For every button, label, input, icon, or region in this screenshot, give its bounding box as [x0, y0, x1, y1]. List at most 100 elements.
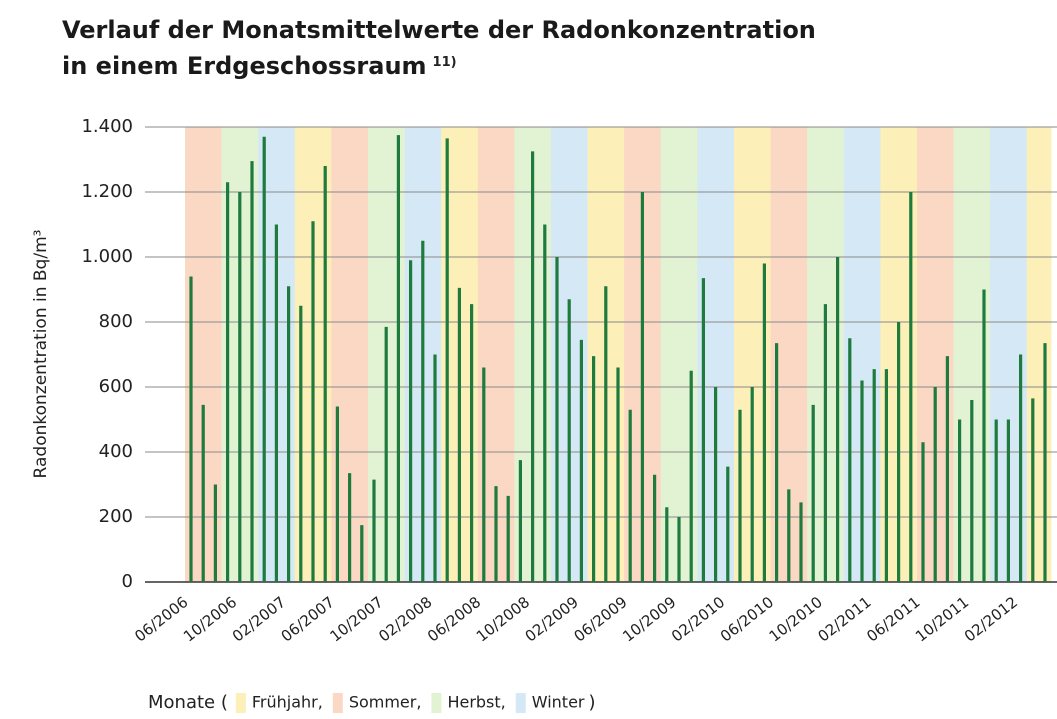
- x-tick-label: 06/2009: [570, 593, 630, 646]
- season-band: [782, 127, 796, 582]
- bar: [701, 278, 705, 582]
- x-tick-label: 02/2009: [522, 593, 582, 646]
- bar: [677, 517, 681, 582]
- bar: [738, 409, 742, 582]
- bar: [311, 221, 315, 582]
- season-band: [685, 127, 698, 582]
- bar: [250, 161, 254, 582]
- season-band: [1026, 127, 1040, 582]
- bar: [665, 507, 669, 582]
- chart-title: Verlauf der Monatsmittelwerte der Radonk…: [62, 16, 816, 44]
- bar: [262, 136, 266, 582]
- bar: [567, 299, 571, 582]
- bar: [360, 525, 364, 582]
- x-tick-label: 10/2010: [766, 593, 826, 646]
- x-tick-label: 06/2006: [131, 593, 191, 646]
- bar: [482, 367, 486, 582]
- bar: [616, 367, 620, 582]
- bar: [494, 486, 498, 582]
- season-band: [660, 127, 674, 582]
- x-tick-label: 10/2008: [473, 593, 533, 646]
- bar: [1006, 419, 1010, 582]
- bar: [689, 370, 693, 582]
- bar: [811, 404, 815, 582]
- y-tick-label: 0: [122, 571, 133, 592]
- bar: [823, 304, 827, 582]
- y-tick-label: 1.400: [81, 116, 133, 137]
- bar: [653, 474, 657, 582]
- season-band: [929, 127, 942, 582]
- legend-swatch: [431, 693, 442, 713]
- season-band: [587, 127, 601, 582]
- x-tick-label: 02/2008: [375, 593, 435, 646]
- season-band: [868, 127, 881, 582]
- season-band: [648, 127, 662, 582]
- legend-label: Winter: [532, 693, 585, 712]
- bar: [750, 387, 754, 582]
- season-band: [197, 127, 210, 582]
- season-band: [795, 127, 808, 582]
- bar: [518, 460, 522, 582]
- y-tick-label: 200: [99, 506, 133, 527]
- bar: [531, 151, 535, 582]
- bar: [775, 343, 779, 582]
- bar: [396, 135, 400, 582]
- bar: [1043, 343, 1047, 582]
- bar: [762, 263, 766, 582]
- x-tick-label: 10/2009: [619, 593, 679, 646]
- season-band: [746, 127, 759, 582]
- bar: [994, 419, 998, 582]
- bar: [274, 224, 278, 582]
- bar: [189, 276, 193, 582]
- season-band: [514, 127, 527, 582]
- season-band: [502, 127, 515, 582]
- season-band: [721, 127, 735, 582]
- season-band: [477, 127, 491, 582]
- chart-subtitle: in einem Erdgeschossraum: [62, 52, 427, 80]
- bar: [335, 406, 339, 582]
- bar: [543, 224, 547, 582]
- bar: [872, 369, 876, 582]
- footnote: 11): [433, 55, 457, 70]
- legend-swatch: [515, 693, 526, 713]
- season-band: [355, 127, 369, 582]
- bar: [836, 257, 840, 582]
- bar: [909, 192, 913, 582]
- x-tick-label: 10/2006: [180, 593, 240, 646]
- x-tick-label: 10/2011: [912, 593, 972, 646]
- season-band: [673, 127, 686, 582]
- bar: [897, 322, 901, 582]
- season-bands: [185, 127, 1052, 582]
- season-band: [1002, 127, 1015, 582]
- y-tick-label: 400: [99, 441, 133, 462]
- bar: [640, 192, 644, 582]
- x-tick-label: 02/2011: [814, 593, 874, 646]
- x-tick-label: 02/2007: [229, 593, 289, 646]
- season-band: [917, 127, 930, 582]
- bar: [372, 479, 376, 582]
- bar: [958, 419, 962, 582]
- y-tick-label: 1.200: [81, 181, 133, 202]
- bar: [726, 466, 730, 582]
- legend-label: Frühjahr,: [252, 693, 323, 712]
- bar: [384, 326, 388, 582]
- legend-prefix: Monate (: [148, 692, 228, 713]
- bar: [226, 182, 230, 582]
- season-band: [990, 127, 1003, 582]
- bar: [348, 473, 352, 582]
- bar: [287, 286, 291, 582]
- bar: [421, 240, 425, 582]
- bar: [555, 257, 559, 582]
- bar: [982, 289, 986, 582]
- season-band: [209, 127, 222, 582]
- bar: [860, 380, 864, 582]
- y-tick-label: 800: [99, 311, 133, 332]
- season-band: [331, 127, 344, 582]
- season-band: [343, 127, 357, 582]
- season-band: [880, 127, 893, 582]
- season-band: [807, 127, 820, 582]
- bar: [933, 387, 937, 582]
- bar: [1031, 398, 1035, 582]
- bar: [445, 138, 449, 582]
- x-tick-label: 06/2011: [863, 593, 923, 646]
